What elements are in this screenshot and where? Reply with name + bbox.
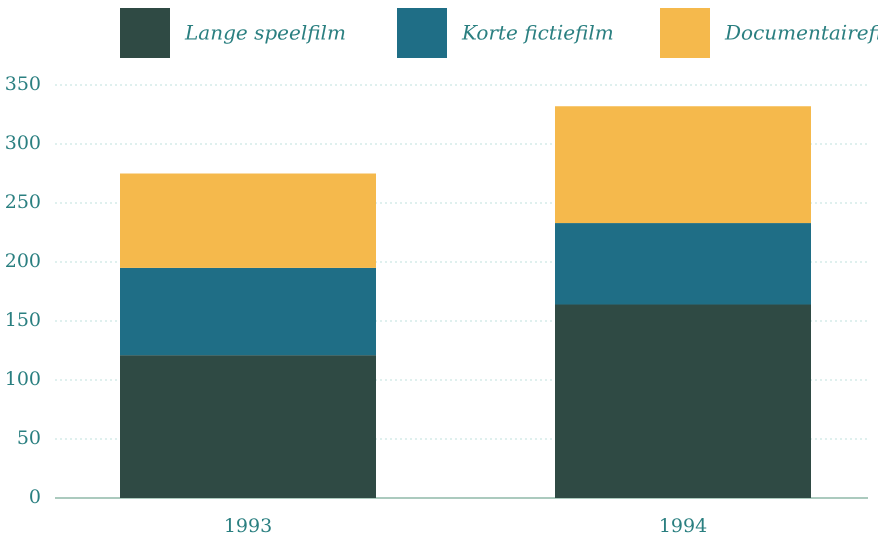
x-tick-label: 1994 — [659, 515, 707, 537]
legend-swatch — [397, 8, 447, 58]
y-tick-label: 350 — [5, 73, 41, 95]
y-tick-label: 250 — [5, 191, 41, 213]
y-tick-label: 300 — [5, 132, 41, 154]
bar-segment — [120, 173, 376, 268]
legend-swatch — [120, 8, 170, 58]
y-tick-label: 0 — [29, 486, 41, 508]
y-tick-label: 150 — [5, 309, 41, 331]
legend-label: Lange speelfilm — [184, 21, 346, 45]
bar-segment — [120, 355, 376, 498]
legend-label: Korte fictiefilm — [461, 21, 614, 45]
y-tick-label: 100 — [5, 368, 41, 390]
y-tick-label: 200 — [5, 250, 41, 272]
bar-segment — [555, 223, 811, 305]
bar-segment — [120, 267, 376, 356]
bar-segment — [555, 106, 811, 224]
bar-segment — [555, 304, 811, 498]
legend-swatch — [660, 8, 710, 58]
x-tick-label: 1993 — [224, 515, 272, 537]
legend-label: Documentairefilm — [724, 21, 878, 45]
y-tick-label: 50 — [17, 427, 41, 449]
